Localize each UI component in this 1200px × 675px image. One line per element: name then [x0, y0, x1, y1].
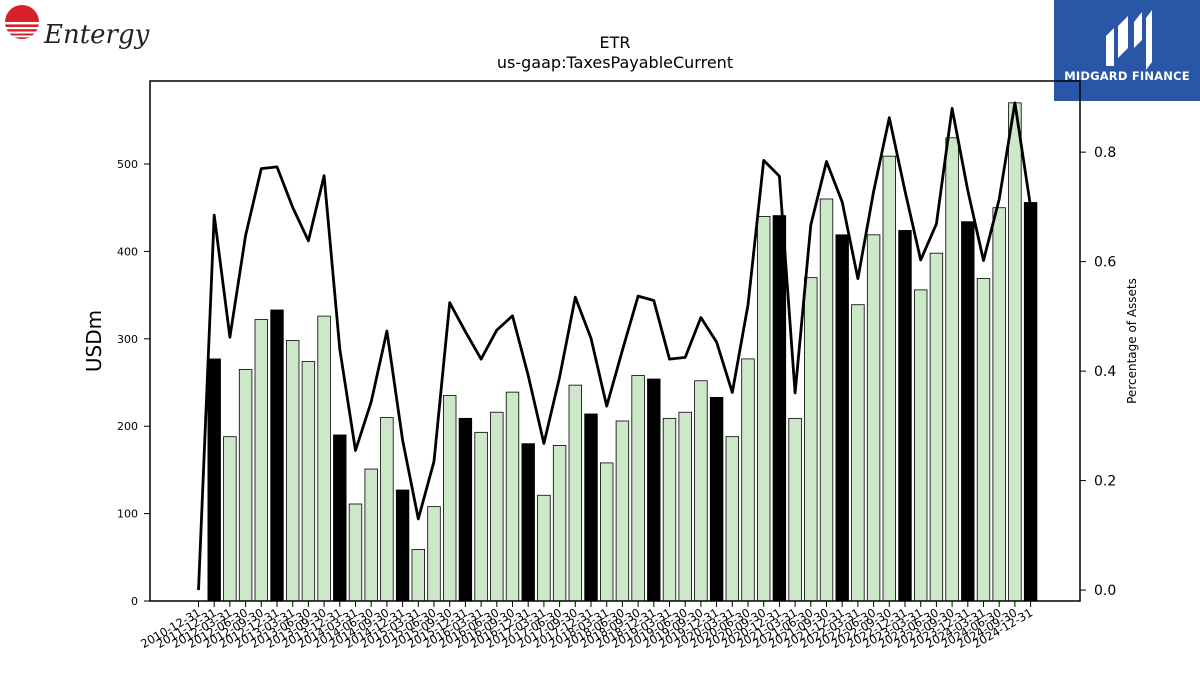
- y2-tick-label: 0.8: [1094, 145, 1116, 161]
- bar-2016-12-31: [521, 443, 535, 602]
- bar-2014-03-31: [348, 503, 363, 602]
- bar-2020-06-30: [741, 358, 755, 602]
- bar-2024-09-30: [1008, 102, 1022, 602]
- bar-2021-12-31: [835, 234, 849, 602]
- bar-2017-03-31: [537, 494, 551, 602]
- y-axis-label: USDm: [82, 310, 106, 372]
- y-axis-left: 0 100 200 300 400 500: [117, 158, 150, 608]
- bar-2013-03-31: [285, 340, 300, 602]
- line-layer: [197, 101, 1032, 591]
- x-axis: 2010-12-312011-12-312012-03-312012-06-30…: [138, 601, 1035, 651]
- bar-2016-06-30: [490, 411, 504, 602]
- y-tick-label: 200: [117, 420, 138, 433]
- bar-2012-09-30: [254, 319, 269, 602]
- y2-axis-label: Percentage of Assets: [1125, 278, 1139, 404]
- bar-2022-03-31: [851, 304, 865, 602]
- bar-2019-12-31: [709, 396, 724, 602]
- bar-2011-12-31: [207, 358, 221, 602]
- bar-2014-06-30: [364, 468, 378, 602]
- bar-2019-09-30: [694, 380, 708, 602]
- y-tick-label: 300: [117, 333, 138, 346]
- midgard-finance-text: MIDGARD FINANCE: [1064, 69, 1190, 83]
- bar-2020-03-31: [725, 436, 740, 602]
- bar-2021-09-30: [819, 198, 834, 602]
- bar-2020-12-31: [772, 215, 787, 602]
- bar-2022-06-30: [866, 234, 881, 602]
- bar-2023-06-30: [929, 252, 944, 602]
- bar-2017-09-30: [568, 384, 583, 602]
- bar-2015-06-30: [427, 506, 441, 602]
- bar-2018-12-31: [647, 378, 661, 602]
- chart-title: ETR: [600, 33, 631, 52]
- bar-2019-03-31: [662, 417, 677, 602]
- bar-2024-06-30: [992, 207, 1006, 602]
- bars-layer: [207, 102, 1038, 602]
- y-tick-label: 400: [117, 245, 138, 258]
- y2-tick-label: 0.6: [1094, 255, 1116, 271]
- midgard-finance-logo: MIDGARD FINANCE: [1054, 0, 1200, 101]
- bar-2024-03-31: [976, 278, 991, 602]
- bar-2018-03-31: [600, 462, 614, 602]
- bar-2012-06-30: [238, 369, 253, 602]
- bar-2015-12-31: [458, 417, 473, 602]
- bar-2020-09-30: [757, 216, 771, 602]
- bar-2017-06-30: [552, 445, 567, 602]
- bar-2019-06-30: [678, 411, 692, 602]
- bar-2016-03-31: [474, 431, 488, 602]
- bar-2012-12-31: [270, 309, 284, 602]
- y-tick-label: 100: [117, 508, 138, 521]
- y-axis-right: 0.0 0.2 0.4 0.6 0.8: [1080, 145, 1116, 599]
- bar-2018-06-30: [615, 420, 630, 602]
- bar-2015-03-31: [411, 549, 426, 602]
- bar-2024-12-31: [1023, 202, 1038, 602]
- bar-2013-06-30: [301, 361, 316, 602]
- bar-2023-09-30: [945, 137, 959, 602]
- y2-tick-label: 0.2: [1094, 474, 1116, 490]
- bar-2017-12-31: [584, 413, 598, 602]
- bar-2021-03-31: [788, 417, 802, 602]
- bar-2014-12-31: [395, 489, 410, 602]
- midgard-emblem-icon: [1106, 10, 1152, 70]
- bar-2013-09-30: [317, 315, 331, 602]
- bar-2022-12-31: [898, 230, 912, 602]
- y2-tick-label: 0.0: [1094, 583, 1116, 599]
- bar-2013-12-31: [333, 434, 347, 602]
- bar-2022-09-30: [882, 155, 897, 602]
- bar-2014-09-30: [380, 417, 394, 602]
- y-tick-label: 500: [117, 158, 138, 171]
- bar-2016-09-30: [505, 391, 520, 602]
- bar-2012-03-31: [223, 436, 237, 602]
- bar-2023-03-31: [914, 289, 928, 602]
- plot-frame: [149, 80, 1081, 602]
- bar-2018-09-30: [631, 375, 645, 602]
- entergy-logo: Entergy: [4, 4, 149, 56]
- percentage-line: [197, 101, 1032, 591]
- bar-2021-06-30: [804, 277, 818, 602]
- entergy-sun-icon: [4, 5, 42, 39]
- bar-2015-09-30: [442, 395, 457, 602]
- bar-2023-12-31: [961, 221, 975, 602]
- y2-tick-label: 0.4: [1094, 364, 1116, 380]
- y-tick-label: 0: [131, 595, 138, 608]
- chart-subtitle: us-gaap:TaxesPayableCurrent: [497, 53, 733, 72]
- entergy-wordmark: Entergy: [44, 20, 150, 50]
